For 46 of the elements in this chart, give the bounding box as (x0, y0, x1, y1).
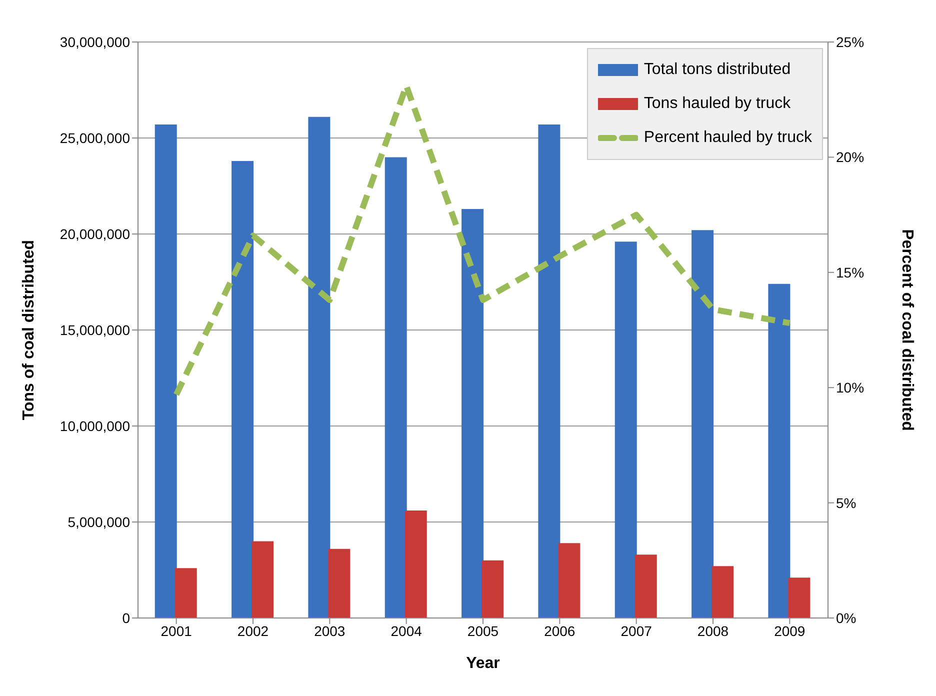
x-axis-title: Year (466, 655, 500, 672)
bar (788, 578, 810, 618)
x-tick-label: 2003 (314, 622, 346, 639)
x-tick-label: 2002 (237, 622, 269, 639)
bar (174, 568, 197, 618)
bar (404, 510, 427, 618)
y-tick-label: 15,000,000 (60, 322, 130, 338)
y2-tick-label: 0% (836, 610, 856, 626)
y2-tick-label: 25% (836, 34, 864, 50)
bar (462, 209, 484, 618)
x-tick-label: 2004 (390, 622, 422, 639)
x-tick-label: 2007 (620, 622, 652, 639)
x-tick-label: 2009 (774, 622, 806, 639)
x-tick-label: 2006 (544, 622, 576, 639)
x-tick-label: 2008 (697, 622, 729, 639)
bar (558, 543, 580, 618)
y-tick-label: 0 (122, 610, 130, 626)
legend-label: Tons hauled by truck (644, 95, 791, 113)
bar (308, 116, 330, 618)
bar (384, 157, 407, 618)
bar (614, 242, 637, 618)
bar (328, 548, 350, 618)
y-tick-label: 5,000,000 (68, 514, 130, 530)
bar (712, 566, 734, 618)
y2-tick-label: 10% (836, 380, 864, 396)
y2-axis-title: Percent of coal distributed (898, 229, 916, 431)
y-tick-label: 30,000,000 (60, 34, 130, 50)
legend-label: Percent hauled by truck (644, 129, 812, 147)
y2-tick-label: 20% (836, 149, 864, 166)
bar (482, 560, 504, 618)
legend-label: Total tons distributed (644, 61, 791, 79)
bar (154, 124, 177, 618)
bar (252, 541, 274, 618)
y2-tick-label: 15% (836, 264, 864, 280)
bar (232, 161, 254, 618)
bar (538, 124, 560, 618)
y-tick-label: 25,000,000 (60, 130, 130, 146)
bar (768, 284, 790, 618)
x-tick-label: 2005 (467, 622, 499, 639)
y-tick-label: 20,000,000 (60, 226, 130, 242)
bar (692, 230, 714, 618)
y2-tick-label: 5% (836, 494, 856, 511)
y-axis-title: Tons of coal distributed (20, 240, 38, 420)
y-tick-label: 10,000,000 (60, 418, 130, 434)
bar (634, 554, 657, 618)
x-tick-label: 2001 (160, 622, 192, 639)
